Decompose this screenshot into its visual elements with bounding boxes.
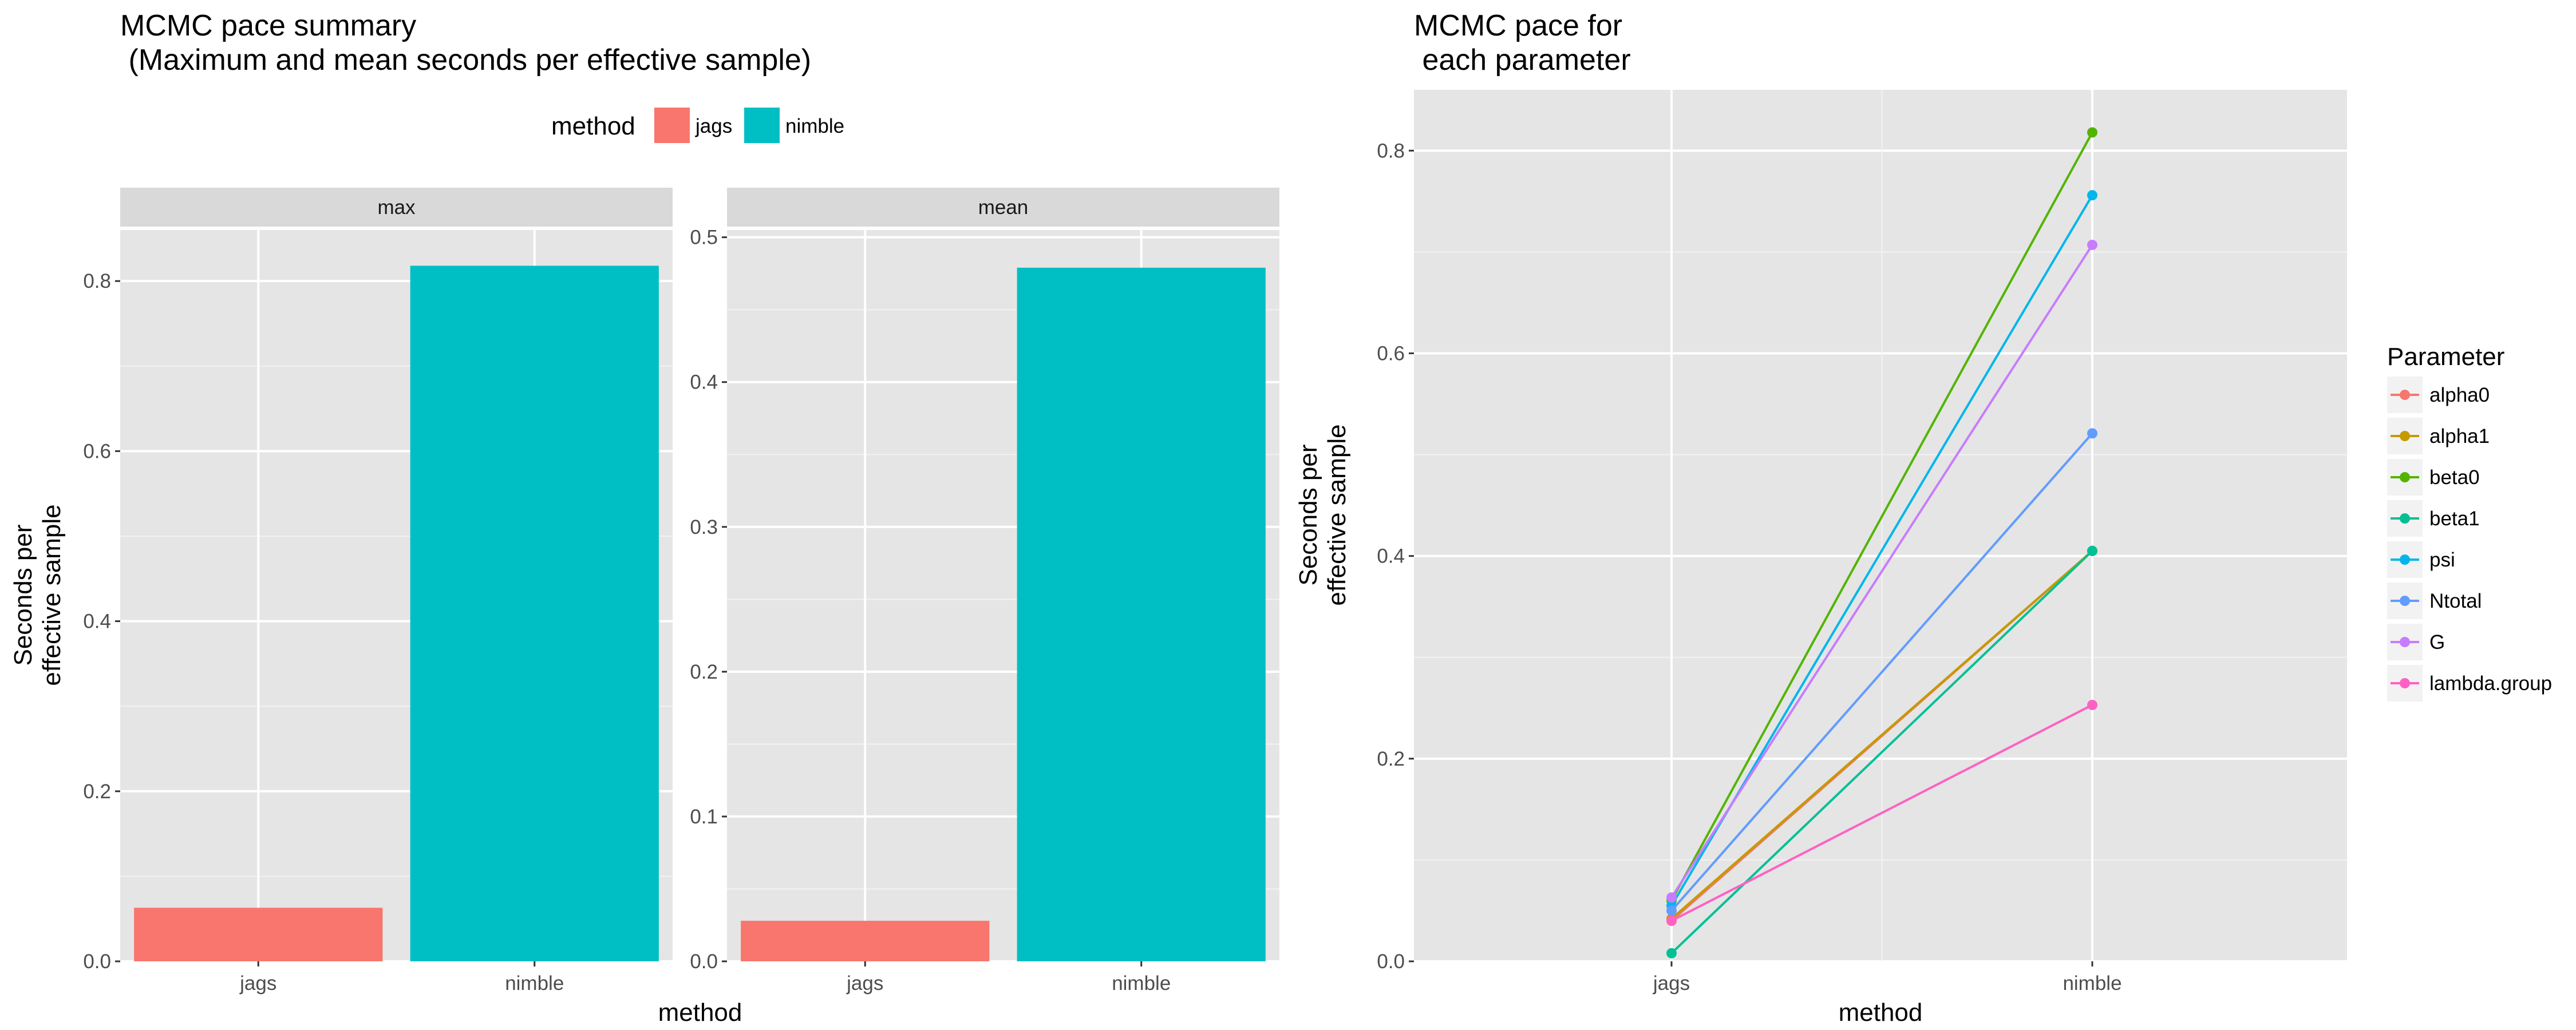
legend-key-point-alpha1 bbox=[2400, 431, 2410, 441]
legend-key-point-beta0 bbox=[2400, 472, 2410, 482]
point-beta0-nimble bbox=[2087, 127, 2097, 138]
facet-strip-max bbox=[120, 188, 673, 227]
right-legend: Parameter alpha0 alpha1 beta0 beta1 psi Ntota… bbox=[2387, 343, 2552, 702]
series-line-beta1 bbox=[1670, 550, 2093, 954]
y-tick-label: 0.2 bbox=[1377, 748, 1405, 770]
x-tick-label: jags bbox=[846, 972, 883, 995]
y-tick-label: 0.4 bbox=[1377, 545, 1405, 568]
left-title-line1: MCMC pace summary bbox=[120, 9, 416, 42]
point-psi-nimble bbox=[2087, 190, 2097, 201]
right-ylabel-line2: effective sample bbox=[1323, 424, 1351, 605]
facet-strip-label-max: max bbox=[377, 196, 416, 219]
legend-key-point-Ntotal bbox=[2400, 596, 2410, 606]
legend-label-alpha0: alpha0 bbox=[2429, 384, 2490, 406]
right-xlabel: method bbox=[1839, 999, 1923, 1027]
y-tick-label: 0.4 bbox=[690, 371, 718, 394]
y-tick-label: 0.5 bbox=[690, 227, 718, 249]
facet-strip-mean bbox=[727, 188, 1279, 227]
y-tick-label: 0.2 bbox=[83, 781, 111, 803]
legend-key-point-lambda.group bbox=[2400, 678, 2410, 688]
y-tick-label: 0.4 bbox=[83, 611, 111, 633]
y-tick-label: 0.0 bbox=[83, 950, 111, 973]
series-line-beta0 bbox=[1670, 132, 2093, 901]
point-beta1-nimble bbox=[2087, 545, 2097, 556]
x-tick-label: jags bbox=[1653, 972, 1690, 995]
facet-panel-max: max 0.0 0.2 0.4 0.6 0.8 jags nimble bbox=[83, 188, 673, 995]
series-line-G bbox=[1670, 244, 2093, 898]
y-tick-label: 0.2 bbox=[690, 661, 718, 683]
legend-label-beta0: beta0 bbox=[2429, 466, 2480, 489]
right-ylabel-line1: Seconds per bbox=[1294, 444, 1322, 585]
left-title-line2: (Maximum and mean seconds per effective … bbox=[120, 43, 811, 77]
point-lambda.group-nimble bbox=[2087, 699, 2097, 710]
line-panel: 0.0 0.2 0.4 0.6 0.8 jags nimble bbox=[1377, 90, 2347, 995]
x-tick-label: nimble bbox=[1112, 972, 1171, 995]
y-tick-label: 0.8 bbox=[1377, 140, 1405, 162]
legend-key-point-psi bbox=[2400, 554, 2410, 565]
y-tick-label: 0.0 bbox=[1377, 950, 1405, 973]
y-tick-label: 0.8 bbox=[83, 270, 111, 292]
series-line-alpha1 bbox=[1670, 550, 2093, 920]
right-legend-title: Parameter bbox=[2387, 343, 2504, 371]
y-tick-label: 0.6 bbox=[83, 440, 111, 462]
right-title-line1: MCMC pace for bbox=[1414, 9, 1622, 42]
legend-key-jags bbox=[654, 108, 690, 143]
legend-label-lambda.group: lambda.group bbox=[2429, 672, 2552, 695]
left-ylabel-line2: effective sample bbox=[38, 504, 66, 686]
legend-key-nimble bbox=[744, 108, 780, 143]
left-xlabel: method bbox=[658, 999, 742, 1027]
x-tick-label: nimble bbox=[2063, 972, 2121, 995]
bar-max-nimble bbox=[410, 266, 659, 961]
series-line-lambda.group bbox=[1671, 704, 2093, 922]
series-line-Ntotal bbox=[1670, 433, 2093, 912]
legend-label-jags: jags bbox=[695, 115, 732, 137]
legend-label-G: G bbox=[2429, 631, 2445, 653]
y-tick-label: 0.1 bbox=[690, 806, 718, 828]
facet-panel-mean: mean 0.0 0.1 0.2 0.3 0.4 0.5 jags nimble bbox=[690, 188, 1279, 995]
left-legend: method jags nimble bbox=[551, 108, 844, 143]
point-G-nimble bbox=[2087, 239, 2097, 250]
right-title-line2: each parameter bbox=[1414, 43, 1631, 77]
legend-label-Ntotal: Ntotal bbox=[2429, 590, 2482, 612]
legend-label-psi: psi bbox=[2429, 549, 2455, 571]
left-legend-title: method bbox=[551, 112, 635, 140]
legend-key-point-G bbox=[2400, 637, 2410, 647]
panel-background-line bbox=[1414, 90, 2347, 961]
y-tick-label: 0.0 bbox=[690, 950, 718, 973]
bar-mean-jags bbox=[741, 921, 990, 961]
x-tick-label: jags bbox=[239, 972, 276, 995]
legend-label-nimble: nimble bbox=[785, 115, 844, 137]
legend-key-point-beta1 bbox=[2400, 513, 2410, 524]
x-tick-label: nimble bbox=[505, 972, 564, 995]
point-beta1-jags bbox=[1666, 948, 1677, 958]
facet-strip-label-mean: mean bbox=[978, 196, 1029, 219]
bar-mean-nimble bbox=[1017, 267, 1266, 961]
point-lambda.group-jags bbox=[1666, 916, 1677, 926]
bar-max-jags bbox=[134, 908, 383, 961]
legend-label-alpha1: alpha1 bbox=[2429, 425, 2490, 447]
y-tick-label: 0.3 bbox=[690, 516, 718, 538]
y-tick-label: 0.6 bbox=[1377, 342, 1405, 365]
point-G-jags bbox=[1666, 892, 1677, 903]
point-Ntotal-nimble bbox=[2087, 428, 2097, 439]
legend-key-point-alpha0 bbox=[2400, 390, 2410, 400]
legend-label-beta1: beta1 bbox=[2429, 508, 2480, 530]
point-Ntotal-jags bbox=[1666, 905, 1677, 916]
left-ylabel-line1: Seconds per bbox=[9, 524, 37, 665]
